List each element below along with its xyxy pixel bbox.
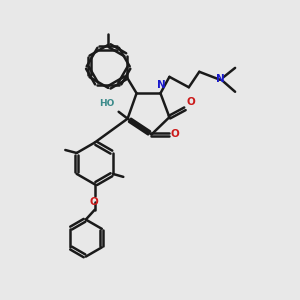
Text: O: O [170,130,179,140]
Text: N: N [216,74,225,84]
Text: O: O [186,97,195,107]
Text: HO: HO [99,99,114,108]
Text: O: O [90,197,98,207]
Text: N: N [157,80,165,90]
